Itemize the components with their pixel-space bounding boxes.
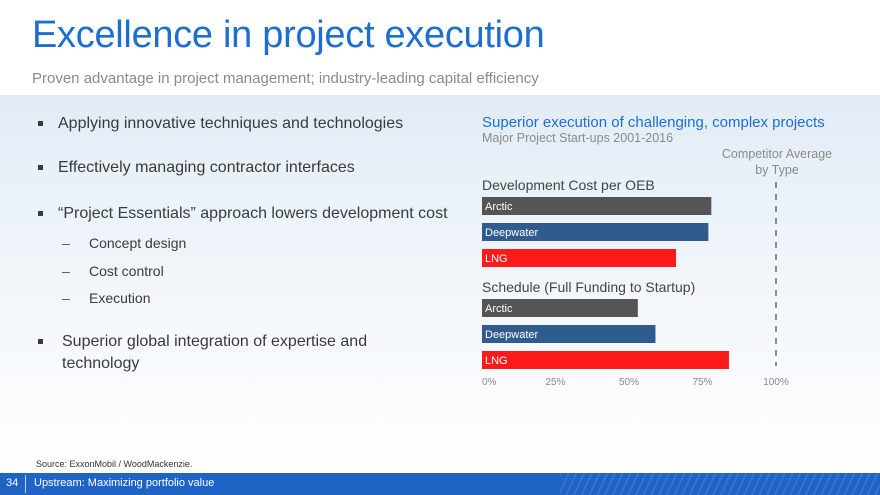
reference-label: Competitor Average by Type: [721, 147, 833, 177]
bullet-item: “Project Essentials” approach lowers dev…: [36, 203, 448, 225]
bar-lng-schedule: [482, 351, 729, 369]
bar-deepwater-schedule: [482, 325, 656, 343]
x-tick-label: 100%: [763, 377, 789, 388]
sub-bullet-item: Execution: [62, 290, 150, 306]
source-note: Source: ExxonMobil / WoodMackenzie.: [36, 459, 193, 469]
bar-arctic-cost: [482, 197, 712, 215]
footer-section-title: Upstream: Maximizing portfolio value: [34, 477, 215, 489]
footer-divider: [25, 475, 26, 493]
bar-label: Arctic: [485, 201, 513, 213]
bullet-item: Superior global integration of expertise…: [36, 331, 376, 375]
bar-label: LNG: [485, 253, 508, 265]
page-number: 34: [6, 477, 19, 489]
footer-pattern: [560, 473, 880, 495]
page-subtitle: Proven advantage in project management; …: [32, 70, 539, 87]
bullet-item: Applying innovative techniques and techn…: [36, 113, 403, 135]
bar-deepwater-cost: [482, 223, 709, 241]
page-title: Excellence in project execution: [32, 14, 545, 56]
x-tick-label: 25%: [545, 377, 565, 388]
chart-title: Superior execution of challenging, compl…: [482, 114, 825, 131]
bar-label: LNG: [485, 355, 508, 367]
footer-bar: 34 Upstream: Maximizing portfolio value: [0, 473, 880, 495]
sub-bullet-item: Concept design: [62, 235, 186, 251]
x-tick-label: 50%: [619, 377, 639, 388]
background-band: [0, 95, 880, 473]
group-label-schedule: Schedule (Full Funding to Startup): [482, 279, 696, 295]
x-tick-label: 75%: [692, 377, 712, 388]
chart-subtitle: Major Project Start-ups 2001-2016: [482, 131, 674, 145]
bullet-item: Effectively managing contractor interfac…: [36, 157, 355, 179]
bar-arctic-schedule: [482, 299, 638, 317]
x-tick-label: 0%: [482, 377, 497, 388]
sub-bullet-item: Cost control: [62, 263, 164, 279]
bar-label: Arctic: [485, 303, 513, 315]
bar-lng-cost: [482, 249, 677, 267]
group-label-cost: Development Cost per OEB: [482, 177, 655, 193]
bar-label: Deepwater: [485, 227, 539, 239]
bar-label: Deepwater: [485, 329, 539, 341]
